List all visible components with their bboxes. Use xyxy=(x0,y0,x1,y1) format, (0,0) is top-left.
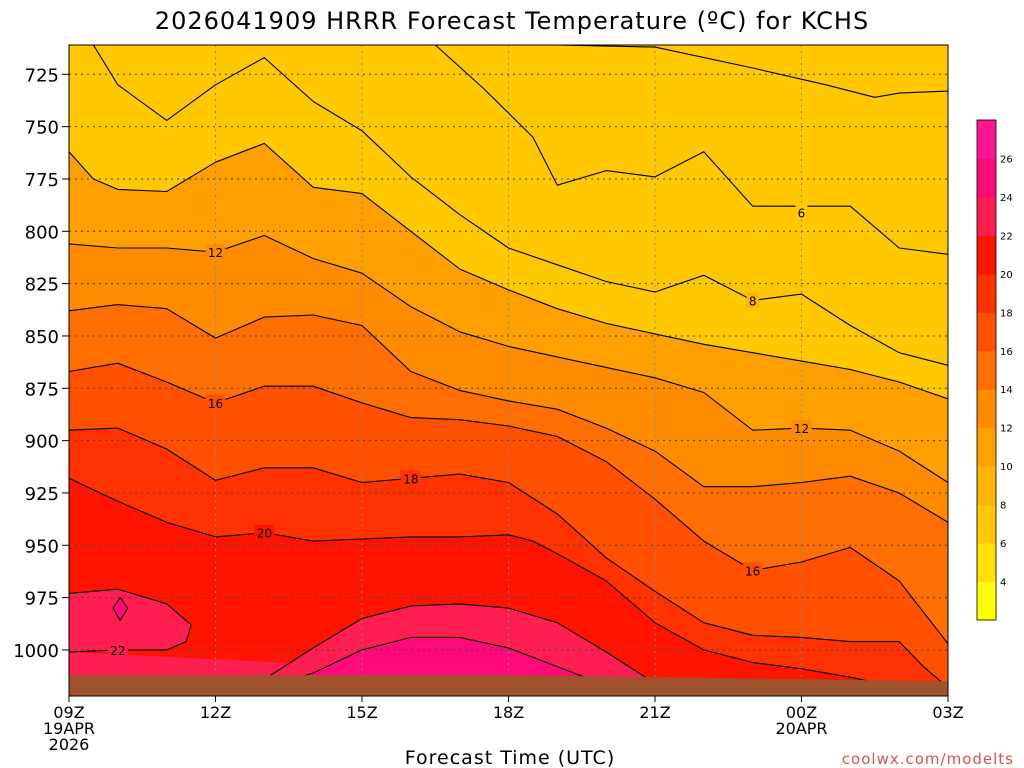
contour-label: 6 xyxy=(798,206,806,220)
x-tick-label: 20APR xyxy=(775,719,827,738)
y-tick-label: 825 xyxy=(25,275,59,296)
colorbar-label: 12 xyxy=(1000,424,1013,435)
isotherm-18 xyxy=(69,427,948,689)
x-tick-label: 15Z xyxy=(346,703,377,722)
isotherm-8 xyxy=(92,45,948,366)
colorbar-swatch xyxy=(977,427,996,467)
contour-label-background xyxy=(254,524,275,540)
isotherm-10 xyxy=(69,142,948,400)
colorbar-swatch xyxy=(977,120,996,159)
contour-label: 12 xyxy=(208,246,223,260)
colorbar-swatch xyxy=(977,466,996,506)
y-tick-label: 800 xyxy=(25,222,59,243)
temperature-band-20-8 xyxy=(69,478,948,696)
colorbar-label: 14 xyxy=(1000,385,1013,396)
colorbar-label: 16 xyxy=(1000,347,1013,358)
y-tick-label: 975 xyxy=(25,589,59,610)
x-tick-label: 09Z xyxy=(53,703,84,722)
y-tick-label: 725 xyxy=(25,65,59,86)
y-tick-label: 875 xyxy=(25,379,59,400)
colorbar-swatch xyxy=(977,312,996,352)
isotherm-4 xyxy=(557,45,948,98)
colorbar-label: 26 xyxy=(1000,154,1013,165)
colorbar-frame xyxy=(976,119,997,621)
y-tick-label: 950 xyxy=(25,536,59,557)
contour-label-background xyxy=(791,420,812,436)
x-tick-label: 12Z xyxy=(200,703,231,722)
contour-label-background xyxy=(795,204,808,220)
colorbar-swatch xyxy=(977,196,996,236)
x-tick-label: 18Z xyxy=(493,703,524,722)
contour-label: 16 xyxy=(208,397,223,411)
chart-title: 2026041909 HRRR Forecast Temperature (ºC… xyxy=(155,7,869,35)
y-tick-label: 1000 xyxy=(13,641,59,662)
colorbar-label: 22 xyxy=(1000,231,1013,242)
colorbar-label: 6 xyxy=(1000,539,1006,550)
contour-label: 22 xyxy=(110,644,125,658)
x-tick-label: 19APR xyxy=(43,719,95,738)
x-tick-label: 03Z xyxy=(932,703,963,722)
colorbar-swatch xyxy=(977,543,996,583)
y-tick-label: 900 xyxy=(25,432,59,453)
colorbar-label: 10 xyxy=(1000,462,1013,473)
contour-label: 8 xyxy=(749,294,757,308)
y-tick-label: 775 xyxy=(25,170,59,191)
isotherm-24 xyxy=(112,597,129,622)
contour-label-background xyxy=(746,292,759,308)
isotherm-6 xyxy=(434,45,948,255)
isotherm-14 xyxy=(69,304,948,523)
contour-label: 20 xyxy=(257,527,272,541)
x-tick-label: 00Z xyxy=(786,703,817,722)
colorbar-swatch xyxy=(977,158,996,198)
colorbar-swatch xyxy=(977,581,996,621)
contour-label: 16 xyxy=(745,564,760,578)
contour-label: 18 xyxy=(403,472,418,486)
contour-label-background xyxy=(742,562,763,578)
contour-label-background xyxy=(205,394,226,410)
contour-label: 12 xyxy=(794,422,809,436)
colorbar-label: 18 xyxy=(1000,308,1013,319)
colorbar-label: 8 xyxy=(1000,501,1006,512)
credit-link[interactable]: coolwx.com/modelts xyxy=(842,750,1014,768)
colorbar-swatch xyxy=(977,273,996,313)
colorbar-swatch xyxy=(977,389,996,429)
y-tick-label: 850 xyxy=(25,327,59,348)
isotherm-22 xyxy=(229,603,670,696)
terrain-ground xyxy=(69,675,948,696)
contour-label-background xyxy=(400,470,421,486)
x-axis-label: Forecast Time (UTC) xyxy=(405,747,615,768)
isotherm-20 xyxy=(69,477,924,696)
colorbar-swatch xyxy=(977,350,996,390)
temperature-band-8-2 xyxy=(93,45,948,366)
x-tick-label: 2026 xyxy=(49,735,90,754)
colorbar-label: 4 xyxy=(1000,578,1006,589)
colorbar-swatch xyxy=(977,235,996,275)
y-tick-label: 750 xyxy=(25,118,59,139)
colorbar-label: 20 xyxy=(1000,270,1013,281)
colorbar-swatch xyxy=(977,504,996,544)
contour-label-background xyxy=(107,641,128,657)
contour-label-background xyxy=(205,244,226,260)
y-tick-label: 925 xyxy=(25,484,59,505)
x-tick-label: 21Z xyxy=(639,703,670,722)
colorbar-label: 24 xyxy=(1000,193,1013,204)
